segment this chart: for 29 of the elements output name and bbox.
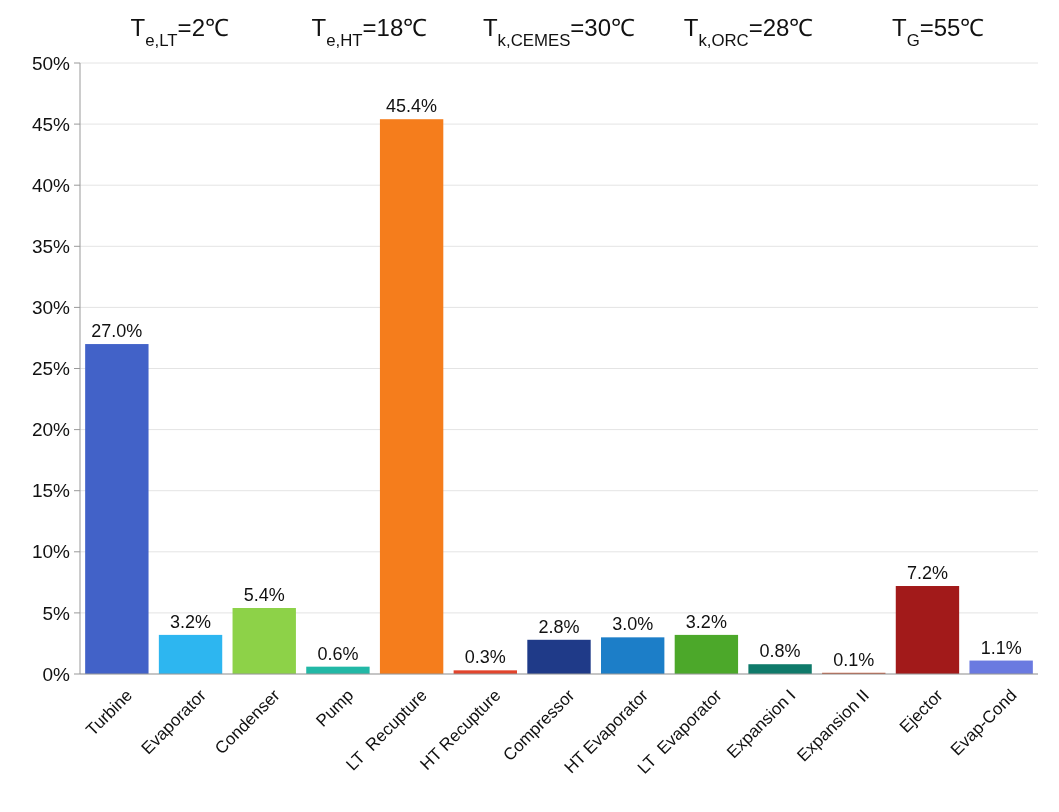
text: T$_{e,HT}$=18℃ (311, 14, 428, 50)
y-tick-label: 40% (31, 174, 71, 196)
y-tick-label: 45% (31, 113, 71, 135)
data-label: 0.1% (833, 649, 875, 670)
y-tick-label: 15% (31, 480, 71, 502)
y-tick-label: 10% (31, 541, 71, 563)
y-tick-label: 30% (31, 297, 71, 319)
text: T$_{k,ORC}$=28℃ (683, 14, 814, 50)
data-label: 1.1% (980, 637, 1022, 658)
y-tick-label: 5% (42, 602, 71, 624)
data-label: 0.8% (759, 641, 801, 662)
y-tick-label: 25% (31, 358, 71, 380)
data-label: 27.0% (91, 321, 143, 342)
y-tick-label: 35% (31, 235, 71, 257)
data-label: 7.2% (906, 563, 948, 584)
data-label: 0.3% (464, 647, 506, 668)
text: T$_{G}$=55℃ (891, 14, 985, 50)
y-tick-label: 20% (31, 419, 71, 441)
data-label: 5.4% (243, 585, 285, 606)
data-label: 45.4% (386, 96, 438, 117)
data-label: 3.0% (612, 614, 654, 635)
text: T$_{e,LT}$=2℃ (130, 14, 229, 50)
data-label: 0.6% (317, 643, 359, 664)
data-label: 2.8% (538, 616, 580, 637)
data-label: 3.2% (685, 611, 727, 632)
data-label: 3.2% (170, 611, 212, 632)
text: T$_{k,CEMES}$=30℃ (482, 14, 636, 50)
y-tick-label: 0% (42, 663, 71, 685)
y-tick-label: 50% (31, 52, 71, 74)
